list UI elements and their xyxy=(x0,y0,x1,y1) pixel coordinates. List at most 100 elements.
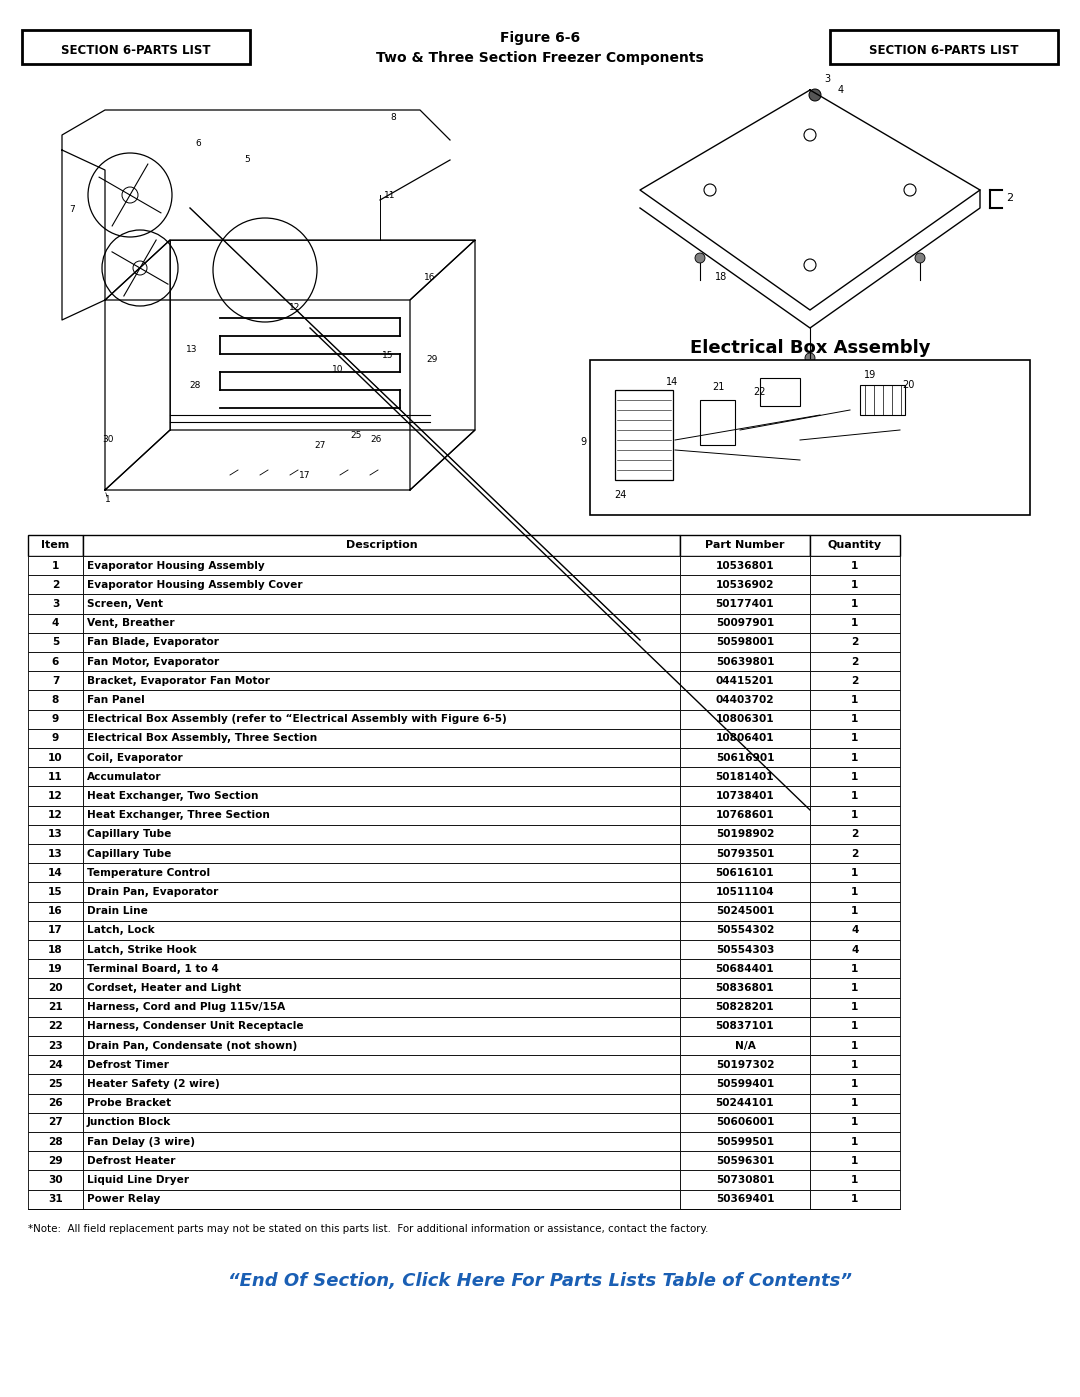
Circle shape xyxy=(696,253,705,263)
Bar xyxy=(83,863,680,883)
Text: 25: 25 xyxy=(49,1078,63,1090)
Text: 1: 1 xyxy=(851,560,859,570)
Bar xyxy=(590,360,1030,515)
Bar xyxy=(28,1190,83,1208)
Bar xyxy=(680,652,810,671)
Bar xyxy=(810,940,900,960)
Text: 2: 2 xyxy=(851,848,859,859)
Text: 10738401: 10738401 xyxy=(716,791,774,800)
Text: 5: 5 xyxy=(52,637,59,647)
Bar xyxy=(810,652,900,671)
Text: 25: 25 xyxy=(350,430,362,440)
Bar xyxy=(83,960,680,978)
Bar xyxy=(28,1151,83,1171)
Bar xyxy=(680,1037,810,1055)
Bar xyxy=(680,901,810,921)
Text: 2: 2 xyxy=(851,830,859,840)
Text: 1: 1 xyxy=(851,810,859,820)
Bar xyxy=(680,535,810,556)
Text: 4: 4 xyxy=(52,619,59,629)
Text: 16: 16 xyxy=(424,274,435,282)
Text: SECTION 6-PARTS LIST: SECTION 6-PARTS LIST xyxy=(869,43,1018,56)
Bar xyxy=(680,921,810,940)
Text: 1: 1 xyxy=(851,1194,859,1204)
Bar xyxy=(810,806,900,824)
Text: 3: 3 xyxy=(52,599,59,609)
Text: SECTION 6-PARTS LIST: SECTION 6-PARTS LIST xyxy=(62,43,211,56)
Text: 50598001: 50598001 xyxy=(716,637,774,647)
Text: 2: 2 xyxy=(851,657,859,666)
Text: 10806301: 10806301 xyxy=(716,714,774,724)
Bar xyxy=(680,1190,810,1208)
Text: 10511104: 10511104 xyxy=(716,887,774,897)
Text: 28: 28 xyxy=(49,1137,63,1147)
Bar xyxy=(83,747,680,767)
Text: Drain Pan, Condensate (not shown): Drain Pan, Condensate (not shown) xyxy=(87,1041,297,1051)
Bar xyxy=(680,940,810,960)
Bar xyxy=(83,883,680,901)
Text: Fan Delay (3 wire): Fan Delay (3 wire) xyxy=(87,1137,195,1147)
Text: 11: 11 xyxy=(49,771,63,782)
Bar xyxy=(810,883,900,901)
Bar xyxy=(83,690,680,710)
Bar xyxy=(810,1190,900,1208)
Text: 10536902: 10536902 xyxy=(716,580,774,590)
Bar xyxy=(28,901,83,921)
Text: 16: 16 xyxy=(49,907,63,916)
Bar xyxy=(810,576,900,594)
Bar xyxy=(28,710,83,729)
Text: 1: 1 xyxy=(851,694,859,705)
Circle shape xyxy=(809,89,821,101)
Text: 50181401: 50181401 xyxy=(716,771,774,782)
Text: 1: 1 xyxy=(105,496,111,504)
Text: Cordset, Heater and Light: Cordset, Heater and Light xyxy=(87,983,241,993)
Text: Latch, Strike Hook: Latch, Strike Hook xyxy=(87,944,197,954)
Bar xyxy=(810,1094,900,1113)
Text: 8: 8 xyxy=(390,113,396,123)
Bar xyxy=(83,1055,680,1074)
Bar xyxy=(810,787,900,806)
Bar xyxy=(83,997,680,1017)
Text: 1: 1 xyxy=(851,868,859,877)
Bar xyxy=(28,1037,83,1055)
Text: “End Of Section, Click Here For Parts Lists Table of Contents”: “End Of Section, Click Here For Parts Li… xyxy=(228,1271,852,1289)
Text: 8: 8 xyxy=(52,694,59,705)
Bar xyxy=(28,960,83,978)
Text: 1: 1 xyxy=(851,1002,859,1013)
Bar xyxy=(83,1190,680,1208)
Text: 24: 24 xyxy=(49,1060,63,1070)
Bar xyxy=(810,594,900,613)
Text: Harness, Condenser Unit Receptacle: Harness, Condenser Unit Receptacle xyxy=(87,1021,303,1031)
Text: 24: 24 xyxy=(613,490,626,500)
Bar xyxy=(680,729,810,747)
Text: 22: 22 xyxy=(754,387,766,397)
Bar xyxy=(810,978,900,997)
Text: 1: 1 xyxy=(52,560,59,570)
Bar xyxy=(83,556,680,576)
Bar xyxy=(680,824,810,844)
Bar xyxy=(680,1055,810,1074)
Text: 50616901: 50616901 xyxy=(716,753,774,763)
Bar xyxy=(680,613,810,633)
Text: 2: 2 xyxy=(1005,193,1013,203)
Bar xyxy=(680,806,810,824)
Text: 9: 9 xyxy=(580,437,586,447)
Text: 31: 31 xyxy=(49,1194,63,1204)
Bar xyxy=(28,863,83,883)
Text: 50245001: 50245001 xyxy=(716,907,774,916)
Bar xyxy=(810,1037,900,1055)
Circle shape xyxy=(805,353,815,363)
Bar xyxy=(810,729,900,747)
Bar xyxy=(83,1113,680,1132)
Text: 14: 14 xyxy=(49,868,63,877)
Text: 50097901: 50097901 xyxy=(716,619,774,629)
Bar xyxy=(83,710,680,729)
Text: 1: 1 xyxy=(851,1155,859,1166)
Bar xyxy=(810,613,900,633)
Text: Power Relay: Power Relay xyxy=(87,1194,160,1204)
Text: 50639801: 50639801 xyxy=(716,657,774,666)
Text: Electrical Box Assembly, Three Section: Electrical Box Assembly, Three Section xyxy=(87,733,318,743)
Bar xyxy=(810,747,900,767)
Bar xyxy=(83,824,680,844)
Text: 50606001: 50606001 xyxy=(716,1118,774,1127)
